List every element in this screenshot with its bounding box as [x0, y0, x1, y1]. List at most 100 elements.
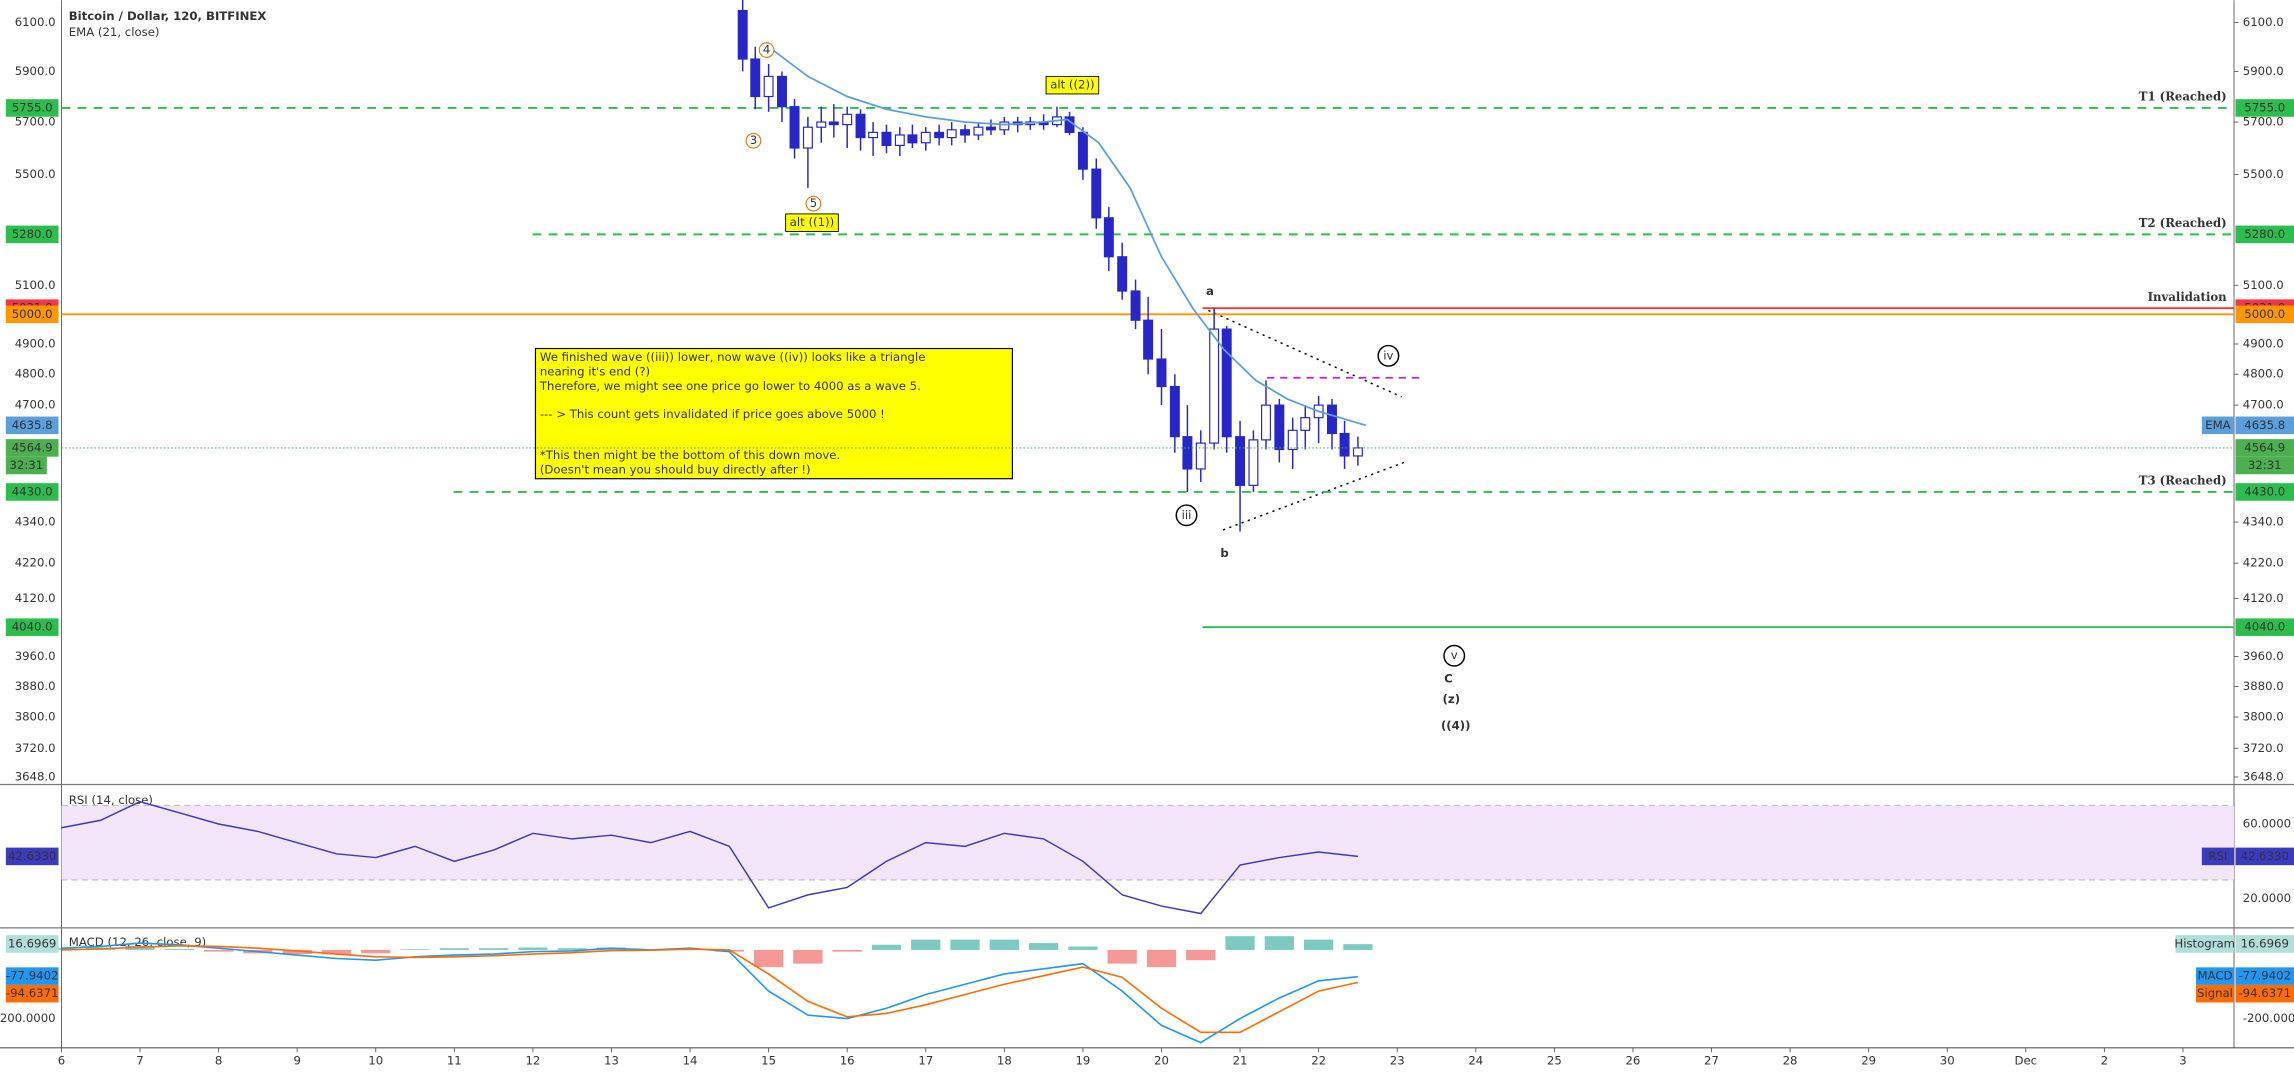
note-line: (Doesn't mean you should buy directly af… — [540, 462, 811, 476]
candle-body — [1079, 132, 1088, 169]
x-tick-label: 24 — [1468, 1053, 1483, 1067]
y-tick-label: -200.0000 — [0, 1011, 56, 1025]
x-tick-label: 12 — [525, 1053, 540, 1067]
candle-body — [829, 122, 838, 125]
candle-body — [974, 127, 983, 135]
axis-tag-text: 42.6330 — [8, 849, 56, 863]
axis-tag-text: 32:31 — [9, 458, 43, 472]
candle-body — [961, 130, 970, 135]
y-tick-label: 5500.0 — [15, 167, 56, 181]
y-tick-label: 4700.0 — [15, 398, 56, 412]
candle-body — [1144, 320, 1153, 359]
y-tick-label: 4700.0 — [2243, 398, 2284, 412]
axis-tag-text: 4635.8 — [2244, 418, 2285, 432]
axis-tag-name-text: Signal — [2197, 986, 2233, 1000]
histogram-bar — [518, 948, 547, 950]
candle-body — [1170, 387, 1179, 437]
axis-tag-text: 5280.0 — [2244, 227, 2285, 241]
y-tick-label: 4800.0 — [2243, 367, 2284, 381]
histogram-bar — [1186, 950, 1215, 960]
histogram-bar — [1225, 936, 1254, 950]
axis-tag-text: 4564.9 — [2244, 440, 2285, 454]
histogram-bar — [440, 948, 469, 950]
histogram-bar — [872, 945, 901, 950]
x-tick-label: 16 — [840, 1053, 855, 1067]
x-tick-label: 20 — [1154, 1053, 1169, 1067]
y-tick-label: 3800.0 — [15, 710, 56, 724]
x-tick-label: 28 — [1783, 1053, 1798, 1067]
axis-tag-text: 4040.0 — [12, 620, 53, 634]
histogram-bar — [754, 950, 783, 967]
x-tick-label: 30 — [1940, 1053, 1955, 1067]
y-tick-label: 20.0000 — [2243, 891, 2291, 905]
axis-tag-text: 42.6330 — [2241, 849, 2289, 863]
candle-body — [817, 122, 826, 127]
axis-tag-text: 4430.0 — [2244, 484, 2285, 498]
y-tick-label: 5100.0 — [15, 278, 56, 292]
level-name: Invalidation — [2148, 290, 2228, 304]
chart-title: Bitcoin / Dollar, 120, BITFINEX — [69, 9, 267, 23]
wave-label: alt ((1)) — [790, 215, 834, 229]
histogram-bar — [1108, 950, 1137, 964]
candle-body — [1249, 440, 1258, 485]
y-tick-label: 3800.0 — [2243, 710, 2284, 724]
x-tick-label: 25 — [1547, 1053, 1562, 1067]
axis-tag-text: 16.6969 — [2241, 936, 2289, 950]
x-tick-label: 2 — [2101, 1053, 2108, 1067]
candle-body — [1328, 405, 1337, 433]
axis-tag-text: 5280.0 — [12, 227, 53, 241]
note-line: We finished wave ((iii)) lower, now wave… — [540, 350, 926, 364]
histogram-bar — [165, 949, 194, 950]
y-tick-label: 4120.0 — [15, 591, 56, 605]
candle-body — [738, 11, 747, 60]
candle-body — [1275, 405, 1284, 449]
candle-body — [856, 114, 865, 137]
y-tick-label: 3648.0 — [15, 769, 56, 783]
axis-tag-text: -94.6371 — [2238, 986, 2291, 1000]
candle-body — [1157, 359, 1166, 386]
y-tick-label: 4800.0 — [15, 367, 56, 381]
candle-body — [1196, 443, 1205, 469]
candle-body — [764, 76, 773, 96]
rsi-band — [61, 805, 2234, 880]
y-tick-label: 5900.0 — [2243, 64, 2284, 78]
x-tick-label: 27 — [1704, 1053, 1719, 1067]
candle-body — [1262, 405, 1271, 440]
note-line: *This then might be the bottom of this d… — [540, 448, 840, 462]
candle-body — [1000, 122, 1009, 130]
wave-label: 5 — [810, 196, 817, 210]
axis-tag-text: 5000.0 — [2244, 307, 2285, 321]
y-tick-label: 60.0000 — [2243, 816, 2291, 830]
candle-body — [908, 135, 917, 143]
histogram-bar — [1265, 936, 1294, 950]
level-name: T1 (Reached) — [2139, 90, 2227, 104]
wave-label: C — [1444, 672, 1453, 686]
candle-body — [1210, 329, 1219, 443]
x-tick-label: 23 — [1390, 1053, 1405, 1067]
histogram-bar — [1068, 946, 1097, 949]
wave-label: iii — [1182, 508, 1192, 522]
histogram-bar — [1029, 943, 1058, 950]
y-tick-label: 4340.0 — [15, 515, 56, 529]
y-tick-label: 4900.0 — [2243, 336, 2284, 350]
y-tick-label: 3720.0 — [2243, 741, 2284, 755]
histogram-bar — [361, 950, 390, 953]
candle-body — [869, 132, 878, 137]
axis-tag-text: 4635.8 — [12, 418, 53, 432]
x-tick-label: 10 — [368, 1053, 383, 1067]
x-tick-label: 7 — [136, 1053, 143, 1067]
histogram-bar — [793, 950, 822, 964]
axis-tag-name-text: EMA — [2205, 418, 2230, 432]
candle-body — [935, 132, 944, 137]
y-tick-label: 4900.0 — [15, 336, 56, 350]
level-name: T2 (Reached) — [2139, 216, 2227, 230]
wave-label: 4 — [763, 43, 770, 57]
note-line: --- > This count gets invalidated if pri… — [540, 407, 885, 421]
candle-body — [790, 107, 799, 148]
x-tick-label: 14 — [683, 1053, 698, 1067]
wave-label: (z) — [1443, 692, 1461, 706]
candle-body — [1118, 257, 1127, 291]
y-tick-label: 5500.0 — [2243, 167, 2284, 181]
y-tick-label: 5900.0 — [15, 64, 56, 78]
